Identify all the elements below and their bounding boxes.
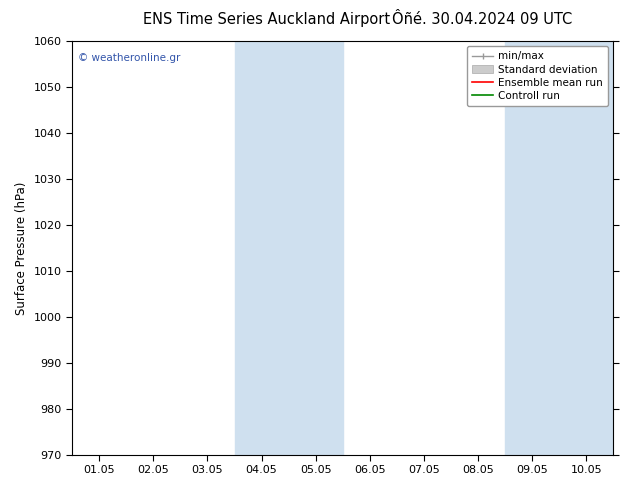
Text: ENS Time Series Auckland Airport: ENS Time Series Auckland Airport [143,12,390,27]
Bar [235,41,343,455]
Bar [505,41,614,455]
Text: Ôñé. 30.04.2024 09 UTC: Ôñé. 30.04.2024 09 UTC [392,12,572,27]
Text: © weatheronline.gr: © weatheronline.gr [77,53,180,64]
Legend: min/max, Standard deviation, Ensemble mean run, Controll run: min/max, Standard deviation, Ensemble me… [467,46,608,106]
Y-axis label: Surface Pressure (hPa): Surface Pressure (hPa) [15,181,28,315]
